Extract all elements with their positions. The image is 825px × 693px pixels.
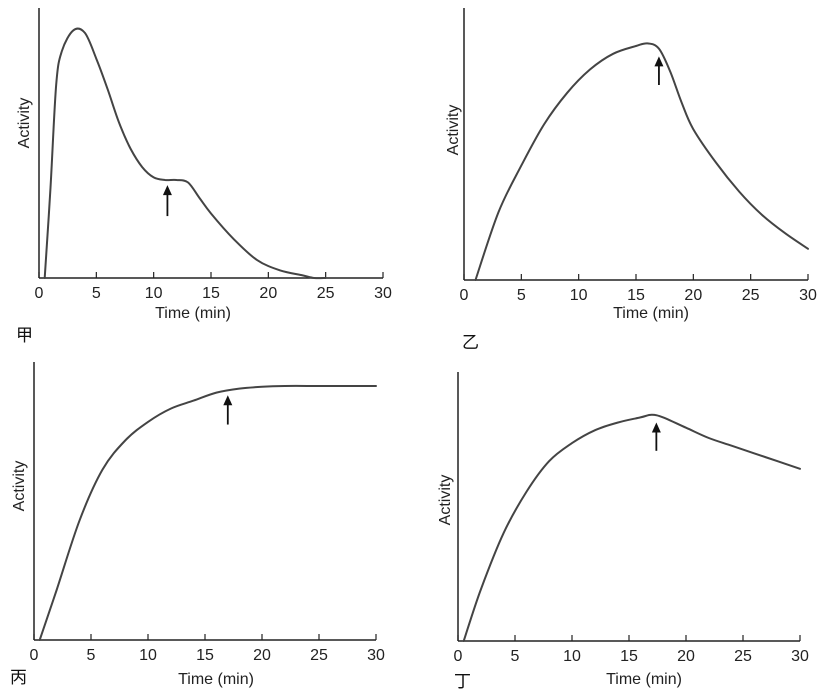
x-tick-label: 10 xyxy=(570,287,588,304)
x-tick-label: 0 xyxy=(454,648,463,665)
annotation-arrow-up-icon xyxy=(163,185,172,216)
x-tick-label: 5 xyxy=(87,647,96,664)
x-tick-label: 20 xyxy=(677,648,695,665)
x-tick-label: 15 xyxy=(627,287,645,304)
activity-curve xyxy=(45,29,326,279)
chart-panel-bing: 0 5 10 15 20 25 30 Time (min) Activity xyxy=(11,362,385,688)
x-tick-label: 15 xyxy=(202,285,220,302)
x-tick-label: 10 xyxy=(145,285,163,302)
x-tick-label: 10 xyxy=(563,648,581,665)
annotation-arrow-up-icon xyxy=(223,395,232,424)
annotation-arrow-up-icon xyxy=(654,56,663,85)
x-tick-label: 15 xyxy=(620,648,638,665)
x-tick-label: 25 xyxy=(310,647,328,664)
x-tick-label: 15 xyxy=(196,647,214,664)
x-tick-label: 25 xyxy=(734,648,752,665)
chart-panel-ding: 0 5 10 15 20 25 30 Time (min) Activity xyxy=(437,372,809,688)
chart-panel-yi: 0 5 10 15 20 25 30 Time (min) Activity xyxy=(445,8,817,322)
x-tick-label: 0 xyxy=(30,647,39,664)
activity-curve xyxy=(476,43,809,280)
x-tick-label: 20 xyxy=(253,647,271,664)
plot-area: 0 5 10 15 20 25 30 xyxy=(454,372,809,665)
x-tick-label: 5 xyxy=(517,287,526,304)
x-axis-label: Time (min) xyxy=(155,305,231,322)
plot-area: 0 5 10 15 20 25 30 xyxy=(460,8,817,304)
y-axis-label: Activity xyxy=(11,461,28,512)
plot-area: 0 5 10 15 20 25 30 xyxy=(30,362,385,664)
x-axis-label: Time (min) xyxy=(178,671,254,688)
x-tick-label: 30 xyxy=(374,285,392,302)
x-tick-label: 30 xyxy=(791,648,809,665)
x-tick-label: 0 xyxy=(35,285,44,302)
panel-label-yi: 乙 xyxy=(462,335,479,352)
activity-curve xyxy=(40,386,376,640)
y-axis-label: Activity xyxy=(16,98,33,149)
y-axis-label: Activity xyxy=(445,105,462,156)
x-tick-label: 5 xyxy=(92,285,101,302)
plot-area: 0 5 10 15 20 25 30 xyxy=(35,8,392,302)
chart-panel-jia: 0 5 10 15 20 25 30 Time (min) Activity xyxy=(16,8,392,322)
panel-label-bing: 丙 xyxy=(10,670,27,687)
panel-label-ding: 丁 xyxy=(454,674,471,691)
activity-curve xyxy=(464,415,800,641)
x-axis-label: Time (min) xyxy=(613,305,689,322)
x-axis-label: Time (min) xyxy=(606,671,682,688)
x-tick-label: 25 xyxy=(742,287,760,304)
panel-label-jia: 甲 xyxy=(16,328,33,345)
x-tick-label: 10 xyxy=(139,647,157,664)
x-tick-label: 0 xyxy=(460,287,469,304)
x-tick-label: 30 xyxy=(799,287,817,304)
x-tick-label: 20 xyxy=(684,287,702,304)
annotation-arrow-up-icon xyxy=(652,423,661,451)
x-tick-label: 20 xyxy=(259,285,277,302)
x-tick-label: 25 xyxy=(317,285,335,302)
x-tick-label: 30 xyxy=(367,647,385,664)
y-axis-label: Activity xyxy=(437,475,454,526)
x-tick-label: 5 xyxy=(511,648,520,665)
